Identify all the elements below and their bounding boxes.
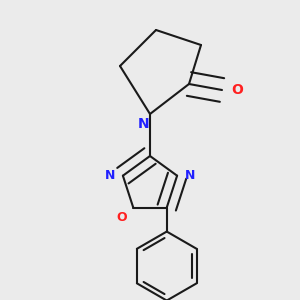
Text: O: O <box>231 83 243 97</box>
Text: N: N <box>138 117 150 131</box>
Text: O: O <box>117 211 127 224</box>
Text: N: N <box>105 169 116 182</box>
Text: N: N <box>184 169 195 182</box>
